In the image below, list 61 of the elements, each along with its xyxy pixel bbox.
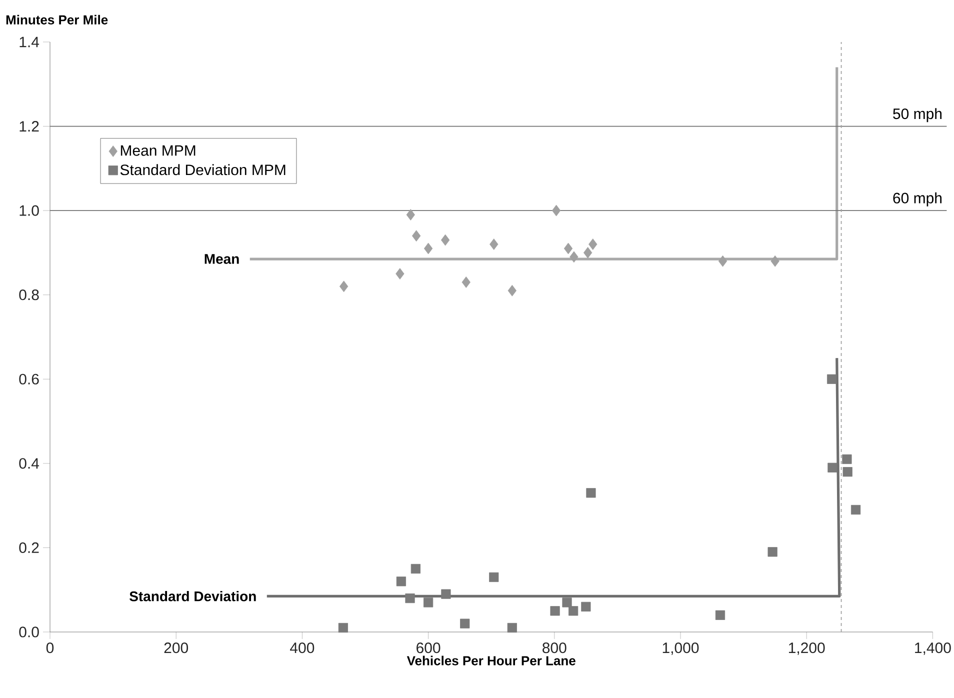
point	[581, 602, 591, 612]
y-axis-title: Minutes Per Mile	[6, 14, 108, 24]
point	[410, 564, 420, 574]
x-tick-label: 1,400	[915, 642, 951, 655]
point	[405, 593, 415, 604]
point	[842, 467, 852, 477]
point	[396, 268, 404, 280]
point	[412, 230, 421, 242]
legend-label: Standard Deviation MPM	[120, 164, 286, 176]
point	[828, 462, 838, 472]
point	[406, 209, 415, 220]
annotation: Standard Deviation	[130, 591, 256, 602]
point	[424, 598, 434, 608]
point	[842, 454, 852, 464]
x-tick-label: 1,000	[662, 642, 699, 655]
x-tick-label: 600	[416, 642, 440, 654]
legend-label: Mean MPM	[120, 145, 196, 156]
x-tick-label: 200	[164, 642, 188, 654]
ref-line-label: 50 mph	[893, 108, 942, 122]
y-tick-label: 1.0	[20, 205, 39, 216]
point	[396, 576, 406, 586]
point	[718, 255, 728, 267]
x-axis-title: Vehicles Per Hour Per Lane	[406, 656, 576, 666]
point	[588, 238, 598, 250]
ref-line-label: 60 mph	[893, 192, 942, 206]
point	[507, 622, 517, 633]
point	[583, 247, 592, 258]
x-tick-label: 0	[46, 642, 54, 654]
point	[586, 488, 596, 498]
y-tick-label: 0.0	[19, 626, 39, 638]
y-tick-label: 0.2	[19, 542, 39, 554]
point	[460, 618, 470, 628]
y-tick-label: 0.8	[19, 290, 39, 300]
point	[339, 280, 348, 292]
y-tick-label: 1.4	[20, 36, 40, 48]
point	[338, 622, 348, 633]
point	[768, 547, 778, 557]
point	[770, 255, 780, 267]
point	[827, 374, 837, 384]
point	[552, 204, 561, 216]
annotation: Mean	[204, 254, 239, 264]
point	[850, 504, 861, 515]
x-tick-label: 400	[290, 642, 314, 654]
y-tick-label: 0.4	[19, 458, 40, 469]
point	[441, 589, 451, 599]
x-tick-label: 1,200	[788, 642, 825, 655]
point	[424, 242, 433, 254]
point	[462, 276, 470, 288]
point	[564, 242, 573, 254]
x-tick-label: 800	[542, 642, 566, 654]
point	[508, 284, 516, 296]
point	[490, 238, 498, 250]
point	[562, 598, 572, 608]
point	[441, 234, 450, 246]
point	[550, 606, 560, 616]
y-tick-label: 0.6	[19, 374, 39, 384]
point	[489, 572, 499, 582]
point	[568, 606, 578, 616]
point	[715, 610, 726, 620]
y-tick-label: 1.2	[20, 121, 39, 132]
point	[570, 251, 578, 263]
